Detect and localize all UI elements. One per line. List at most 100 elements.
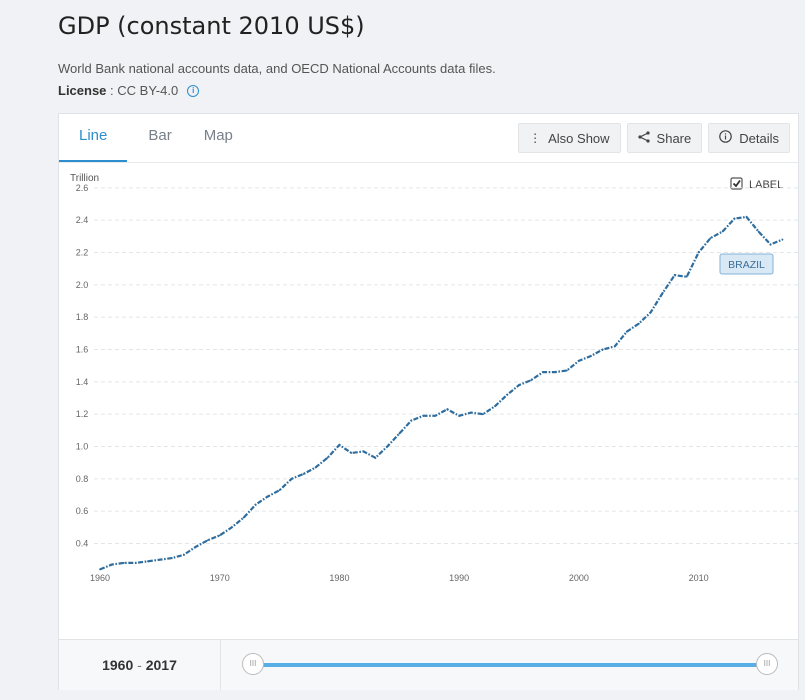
data-point	[266, 495, 269, 498]
data-point	[302, 473, 305, 475]
details-label: Details	[739, 130, 779, 146]
data-point	[613, 345, 616, 348]
details-button[interactable]: Details	[708, 123, 790, 153]
data-point	[673, 274, 676, 277]
chart-panel: Line Bar Map ⋮ Also Show Share Details T…	[58, 113, 799, 690]
data-point	[218, 534, 221, 537]
data-point	[434, 414, 437, 417]
data-point	[733, 217, 736, 220]
data-point	[230, 526, 233, 529]
y-tick-label: 1.2	[76, 409, 89, 419]
data-point	[338, 444, 341, 446]
data-point	[637, 322, 640, 325]
data-point	[446, 408, 449, 411]
x-tick-label: 1980	[329, 573, 349, 583]
y-tick-label: 2.0	[76, 280, 89, 290]
info-icon[interactable]: i	[187, 84, 200, 97]
info-circle-icon	[719, 130, 733, 146]
x-tick-label: 2000	[569, 573, 589, 583]
data-point	[542, 371, 544, 374]
data-point	[566, 369, 568, 372]
data-point	[362, 450, 365, 453]
line-chart: Trillion LABEL 0.4 0.6 0.8 1.0 1.2 1.4 1.6 1.8 2…	[70, 173, 798, 583]
tab-line[interactable]: Line	[59, 114, 128, 162]
time-range-bar: 1960 - 2017 III III	[59, 639, 798, 690]
data-point	[194, 545, 197, 548]
chart-toolbar: ⋮ Also Show Share Details	[518, 123, 790, 153]
data-point	[494, 405, 496, 407]
tab-divider	[59, 162, 798, 163]
data-point	[146, 560, 149, 563]
data-point	[577, 359, 580, 362]
share-label: Share	[656, 130, 692, 146]
data-point	[326, 456, 329, 459]
data-point	[374, 456, 377, 459]
data-point	[482, 413, 485, 416]
data-point	[182, 553, 185, 556]
also-show-label: Also Show	[548, 130, 610, 146]
data-point	[278, 489, 281, 492]
range-end-handle[interactable]: III	[756, 653, 778, 675]
data-point	[123, 562, 125, 564]
also-show-button[interactable]: ⋮ Also Show	[518, 123, 621, 153]
data-point	[290, 477, 293, 480]
license-line: License : CC BY-4.0 i	[58, 83, 200, 98]
y-tick-label: 2.6	[76, 183, 89, 193]
data-point	[422, 414, 425, 417]
data-point	[589, 355, 592, 357]
source-text: World Bank national accounts data, and O…	[58, 61, 496, 76]
data-point	[506, 393, 508, 396]
y-tick-label: 2.4	[76, 215, 89, 225]
checkmark-icon	[732, 179, 741, 188]
data-point	[410, 419, 413, 422]
data-point	[685, 275, 688, 278]
data-point	[601, 348, 604, 351]
data-point	[625, 330, 628, 333]
data-point	[398, 432, 401, 435]
data-point	[99, 568, 101, 571]
chart-tabs: Line Bar Map	[59, 114, 254, 162]
label-toggle[interactable]: LABEL	[730, 177, 783, 191]
data-point	[697, 251, 700, 254]
share-button[interactable]: Share	[626, 123, 703, 153]
data-point	[458, 414, 461, 417]
y-tick-label: 1.0	[76, 442, 89, 452]
range-start-handle[interactable]: III	[242, 653, 264, 675]
x-tick-labels: 1960 1970 1980 1990 2000 2010	[90, 573, 709, 583]
data-point	[781, 238, 784, 241]
data-point	[554, 371, 556, 374]
series-brazil[interactable]	[99, 215, 784, 571]
share-icon	[637, 130, 650, 146]
license-separator: :	[106, 83, 118, 98]
y-tick-label: 1.8	[76, 312, 89, 322]
license-label: License	[58, 83, 107, 98]
tab-map[interactable]: Map	[203, 127, 233, 144]
label-checkbox-text: LABEL	[749, 179, 783, 191]
data-point	[206, 539, 209, 542]
x-tick-label: 1960	[90, 573, 110, 583]
range-slider-track[interactable]	[254, 663, 767, 667]
x-tick-label: 2010	[689, 573, 709, 583]
y-tick-label: 0.6	[76, 506, 89, 516]
data-point	[649, 311, 652, 314]
data-point	[314, 466, 317, 469]
series-label-box	[719, 253, 774, 275]
series-label: BRAZIL	[728, 259, 765, 271]
x-tick-label: 1970	[210, 573, 230, 583]
y-tick-label: 1.4	[76, 377, 89, 387]
y-tick-label: 0.8	[76, 474, 89, 484]
data-point	[757, 230, 760, 233]
y-tick-label: 1.6	[76, 345, 89, 355]
data-point	[350, 452, 353, 454]
range-start: 1960	[102, 657, 134, 673]
data-point	[769, 243, 772, 246]
tab-bar[interactable]: Bar	[148, 127, 172, 144]
data-point	[745, 216, 748, 218]
year-range: 1960 - 2017	[59, 640, 221, 690]
data-point	[721, 230, 724, 233]
range-end: 2017	[145, 657, 177, 673]
data-point	[386, 445, 389, 448]
data-point	[158, 558, 161, 561]
page-title: GDP (constant 2010 US$)	[58, 12, 365, 40]
data-point	[135, 562, 137, 564]
